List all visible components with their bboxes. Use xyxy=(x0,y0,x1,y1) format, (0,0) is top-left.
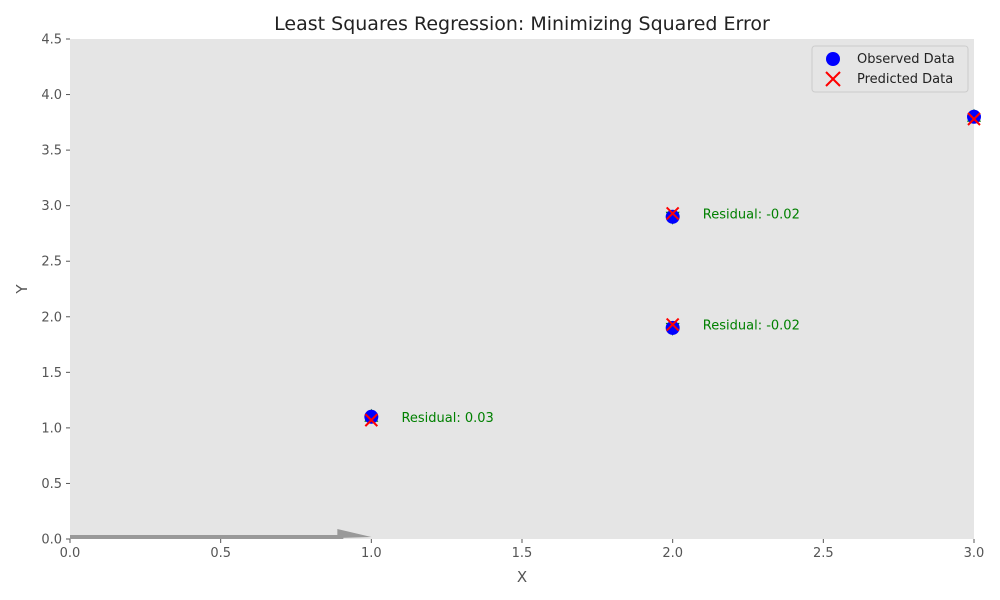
x-axis-label: X xyxy=(517,568,527,586)
residual-annotation: Residual: -0.02 xyxy=(703,319,800,334)
y-tick-label: 0.0 xyxy=(41,533,62,548)
legend-predicted-label: Predicted Data xyxy=(857,72,953,87)
observed-point xyxy=(665,320,680,335)
x-tick-label: 0.5 xyxy=(210,546,231,561)
y-tick-label: 3.0 xyxy=(41,199,62,214)
legend-box xyxy=(811,45,969,93)
y-tick-label: 3.5 xyxy=(41,144,62,159)
arrow-layer xyxy=(70,529,372,539)
residual-annotation: Residual: 0.03 xyxy=(401,411,493,426)
x-tick-label: 2.5 xyxy=(813,546,834,561)
annotations: Residual: 0.03 Residual: -0.02 Residual: -… xyxy=(401,207,799,425)
x-tick-label: 2.0 xyxy=(662,546,683,561)
arrow-head xyxy=(337,529,372,538)
observed-points xyxy=(364,109,981,424)
y-tick-label: 2.5 xyxy=(41,255,62,270)
predicted-point xyxy=(665,317,680,332)
y-axis-label: Y xyxy=(13,284,31,295)
y-tick-label: 2.0 xyxy=(41,310,62,325)
observed-point xyxy=(967,109,981,124)
x-tick-label: 3.0 xyxy=(964,546,985,561)
x-tick-label: 1.0 xyxy=(361,546,382,561)
y-tick-label: 1.0 xyxy=(41,421,62,436)
y-tick-label: 1.5 xyxy=(41,366,62,381)
plot-background xyxy=(70,39,974,539)
legend-observed-marker xyxy=(826,52,840,66)
legend: Observed Data Predicted Data xyxy=(811,45,969,93)
x-tick-label: 0.0 xyxy=(60,546,81,561)
x-tick-label: 1.5 xyxy=(512,546,533,561)
y-tick-label: 4.5 xyxy=(41,33,62,48)
legend-predicted-marker xyxy=(825,71,841,87)
observed-point xyxy=(665,209,680,224)
y-tick-label: 4.0 xyxy=(41,88,62,103)
y-ticks: 0.0 0.5 1.0 1.5 2.0 2.5 3.0 3.5 4.0 4.5 xyxy=(41,33,70,548)
y-tick-label: 0.5 xyxy=(41,477,62,492)
predicted-point xyxy=(364,413,379,427)
predicted-point xyxy=(665,206,680,221)
legend-observed-label: Observed Data xyxy=(857,52,955,67)
x-ticks: 0.0 0.5 1.0 1.5 2.0 2.5 3.0 xyxy=(60,539,985,561)
predicted-point xyxy=(967,112,981,126)
residual-annotation: Residual: -0.02 xyxy=(703,207,800,222)
chart-title: Least Squares Regression: Minimizing Squ… xyxy=(274,13,770,35)
observed-point xyxy=(364,409,379,424)
predicted-points xyxy=(364,112,981,427)
